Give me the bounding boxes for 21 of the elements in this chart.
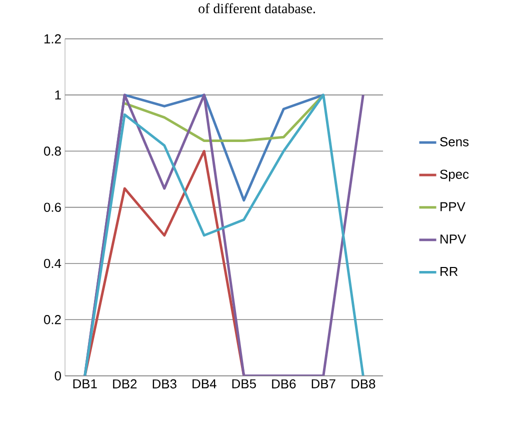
text: of different database. (198, 3, 316, 14)
x-tick-label: DB2 (113, 379, 137, 388)
x-tick-label: DB4 (192, 379, 216, 388)
x-tick-label: DB1 (73, 379, 97, 388)
y-tick-label: 0 (54, 371, 61, 380)
y-tick-label: 0.2 (44, 315, 61, 324)
legend-label: RR (440, 267, 458, 276)
y-tick-label: 0.8 (44, 146, 61, 156)
legend-label: Spec (440, 170, 469, 182)
x-tick-label: DB6 (272, 379, 296, 389)
y-tick-label: 0.6 (44, 202, 61, 212)
y-tick-label: 0.4 (44, 258, 62, 268)
x-tick-label: DB5 (232, 379, 256, 388)
legend-label: NPV (440, 234, 466, 244)
y-tick-label: 1.2 (44, 34, 61, 44)
legend-label: Sens (440, 137, 469, 146)
legend-label: PPV (440, 202, 466, 212)
x-tick-label: DB8 (352, 379, 376, 389)
x-tick-label: DB7 (312, 379, 336, 388)
x-tick-label: DB3 (152, 379, 176, 389)
y-tick-label: 1 (55, 90, 61, 100)
